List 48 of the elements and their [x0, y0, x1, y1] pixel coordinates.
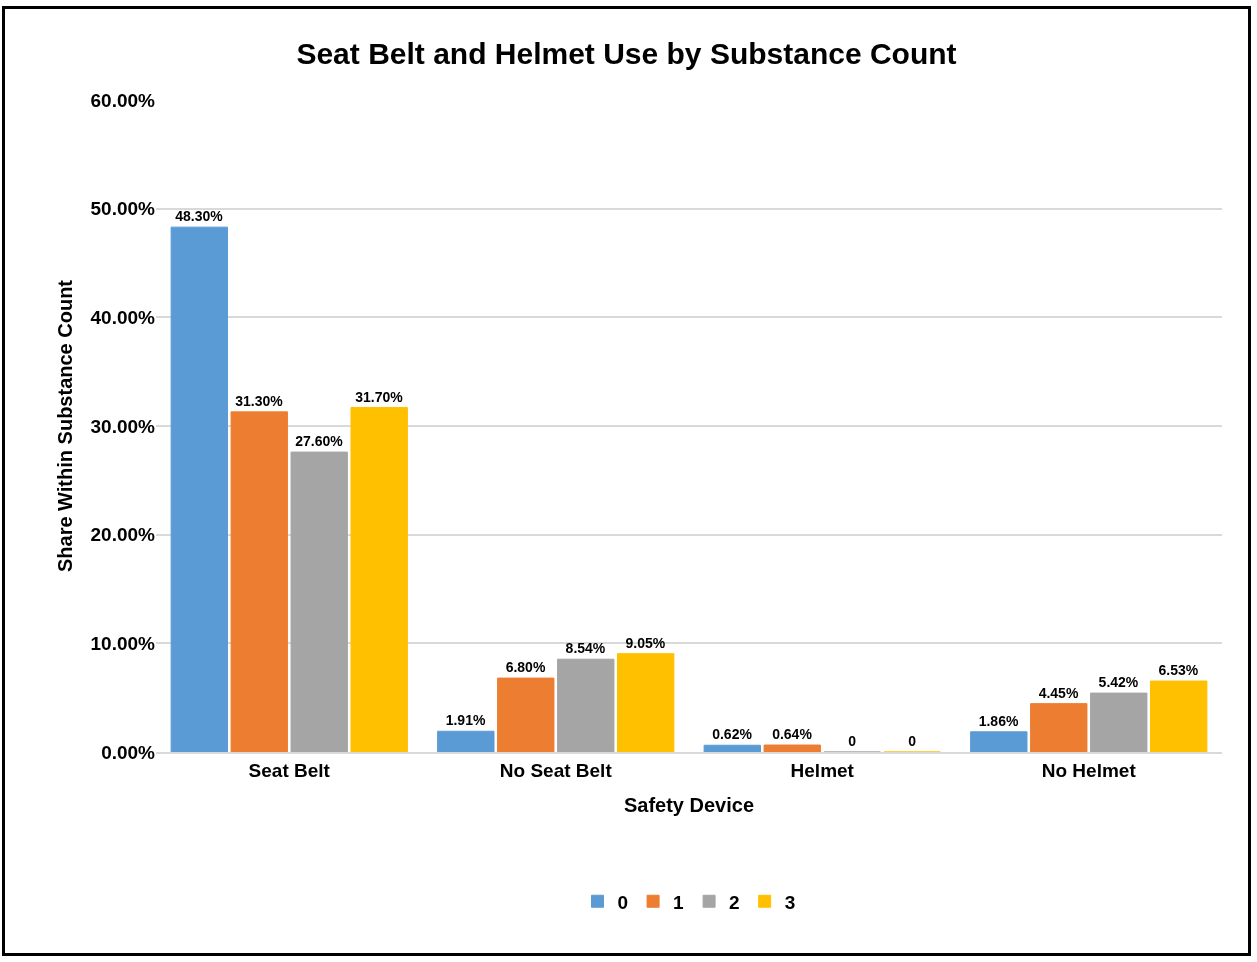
- bar: [437, 730, 495, 752]
- data-label: 31.30%: [235, 392, 284, 409]
- y-tick-label: 0.00%: [101, 741, 156, 763]
- bar: [1090, 692, 1148, 752]
- y-axis-title: Share Within Substance Count: [54, 279, 77, 573]
- data-label: 4.45%: [1038, 684, 1079, 701]
- y-tick-label: 50.00%: [90, 198, 156, 220]
- legend-label: 2: [729, 891, 740, 913]
- chart-title: Seat Belt and Helmet Use by Substance Count: [296, 36, 957, 70]
- y-tick-label: 40.00%: [90, 306, 156, 328]
- data-label: 5.42%: [1098, 674, 1139, 691]
- bar: [170, 226, 228, 752]
- bar: [290, 451, 348, 752]
- bar: [763, 744, 821, 752]
- x-axis-title: Safety Device: [623, 793, 755, 816]
- bar: [350, 407, 408, 752]
- x-tick-label: No Seat Belt: [499, 759, 613, 781]
- data-label: 6.53%: [1158, 662, 1199, 679]
- y-tick-label: 60.00%: [90, 89, 156, 111]
- x-tick-label: Helmet: [790, 759, 855, 781]
- y-tick-label: 30.00%: [90, 415, 156, 437]
- data-label: 0: [848, 733, 857, 749]
- bar: [557, 658, 615, 752]
- bar: [1030, 703, 1088, 752]
- bar: [497, 677, 555, 752]
- y-tick-label: 10.00%: [90, 632, 156, 654]
- legend-label: 1: [673, 891, 685, 913]
- x-tick-label: Seat Belt: [248, 759, 331, 781]
- data-label: 6.80%: [505, 659, 546, 676]
- data-label: 0.62%: [712, 726, 753, 743]
- data-label: 8.54%: [565, 640, 606, 657]
- y-tick-label: 20.00%: [90, 524, 156, 546]
- data-label: 31.70%: [355, 388, 404, 405]
- legend-label: 0: [617, 891, 629, 913]
- bar: [230, 411, 288, 752]
- x-tick-label: No Helmet: [1041, 759, 1137, 781]
- bar: [970, 731, 1028, 752]
- data-label: 1.86%: [978, 712, 1019, 729]
- data-label: 27.60%: [295, 433, 344, 450]
- data-label: 0: [908, 733, 917, 749]
- data-label: 1.91%: [445, 712, 486, 729]
- data-label: 0.64%: [772, 726, 813, 743]
- bar: [1150, 680, 1208, 752]
- legend-label: 3: [784, 891, 796, 913]
- data-label: 48.30%: [175, 208, 224, 225]
- data-label: 9.05%: [625, 634, 666, 651]
- bar: [703, 744, 761, 752]
- bar: [617, 653, 675, 752]
